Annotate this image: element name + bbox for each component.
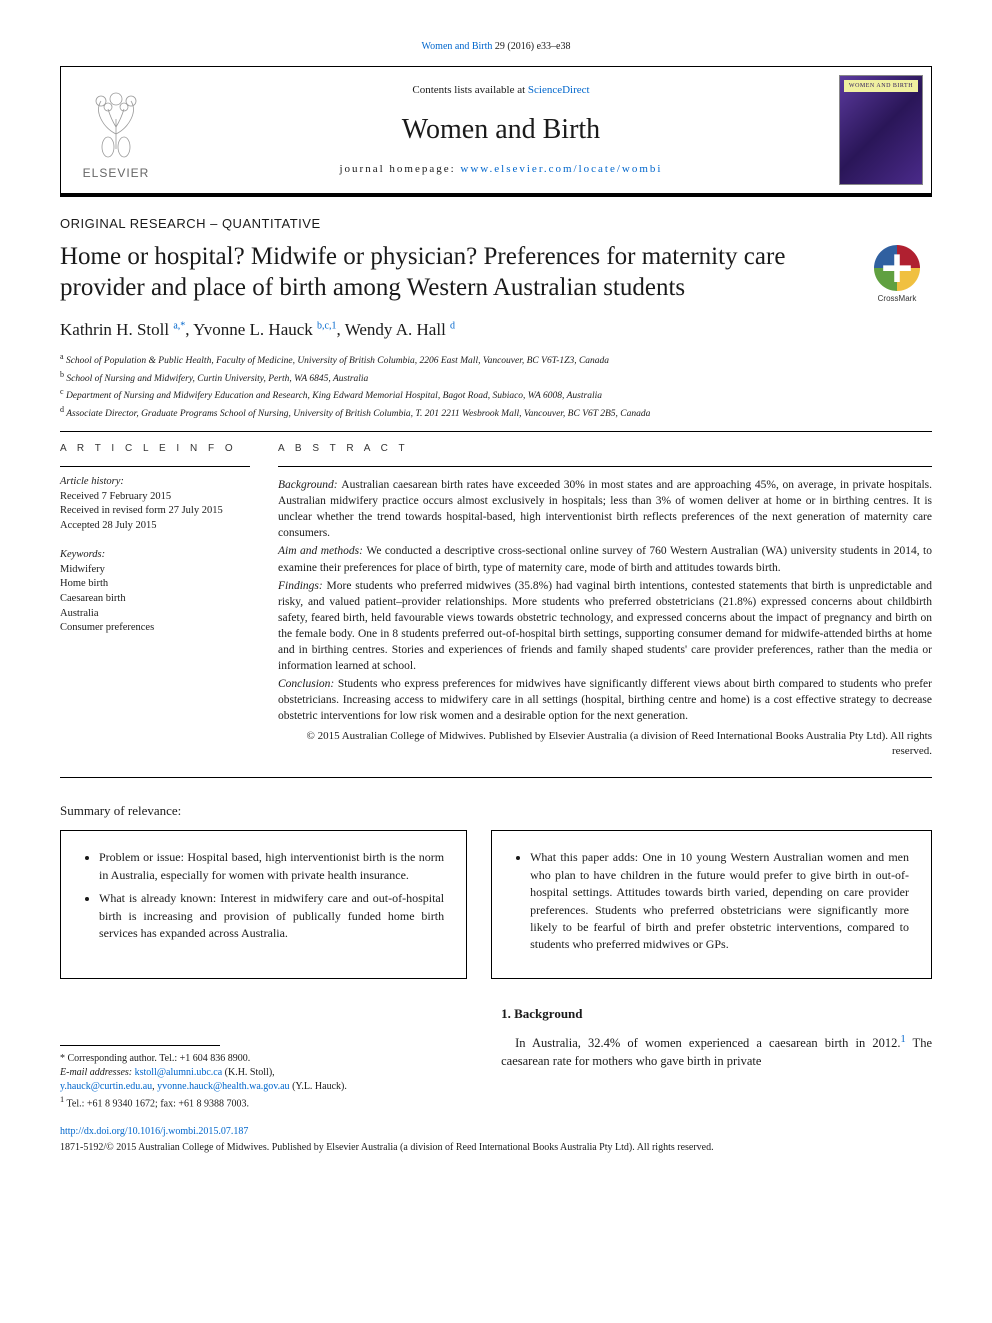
aff-link-d[interactable]: d: [450, 320, 455, 331]
aff-a: School of Population & Public Health, Fa…: [66, 357, 609, 367]
abs-bg: Australian caesarean birth rates have ex…: [278, 479, 932, 539]
abs-find-label: Findings:: [278, 580, 327, 592]
keywords: Keywords: Midwifery Home birth Caesarean…: [60, 548, 250, 636]
aff-c: Department of Nursing and Midwifery Educ…: [66, 391, 602, 401]
homepage-prefix: journal homepage:: [339, 163, 460, 175]
fn-email3-who: (Y.L. Hauck).: [290, 1081, 347, 1092]
elsevier-wordmark: ELSEVIER: [83, 165, 150, 182]
elsevier-tree-icon: [76, 79, 156, 159]
sd-prefix: Contents lists available at: [412, 84, 527, 96]
kw-4: Australia: [60, 607, 250, 622]
kw-3: Caesarean birth: [60, 592, 250, 607]
sciencedirect-line: Contents lists available at ScienceDirec…: [181, 83, 821, 98]
history-accepted: Accepted 28 July 2015: [60, 519, 250, 534]
author-1: Kathrin H. Stoll: [60, 320, 169, 339]
history-received: Received 7 February 2015: [60, 490, 250, 505]
journal-cover: WOMEN AND BIRTH: [831, 67, 931, 193]
box-left-item-2: What is already known: Interest in midwi…: [99, 890, 444, 942]
fn-corr: * Corresponding author. Tel.: +1 604 836…: [60, 1052, 480, 1066]
kw-label: Keywords:: [60, 548, 250, 563]
homepage-link[interactable]: www.elsevier.com/locate/wombi: [460, 163, 662, 175]
crossmark-badge[interactable]: CrossMark: [862, 245, 932, 304]
sep2: ,: [337, 320, 345, 339]
email-link-1[interactable]: kstoll@alumni.ubc.ca: [135, 1067, 223, 1078]
journal-header: ELSEVIER Contents lists available at Sci…: [60, 66, 932, 197]
abs-find: More students who preferred midwives (35…: [278, 580, 932, 672]
kw-5: Consumer preferences: [60, 621, 250, 636]
article-title: Home or hospital? Midwife or physician? …: [60, 241, 842, 304]
abs-bg-label: Background:: [278, 479, 341, 491]
sep1: ,: [185, 320, 193, 339]
authors: Kathrin H. Stoll a,*, Yvonne L. Hauck b,…: [60, 318, 932, 342]
summary-box-left: Problem or issue: Hospital based, high i…: [60, 830, 467, 978]
affiliations: a School of Population & Public Health, …: [60, 351, 932, 421]
homepage-line: journal homepage: www.elsevier.com/locat…: [181, 162, 821, 177]
doi-link[interactable]: http://dx.doi.org/10.1016/j.wombi.2015.0…: [60, 1126, 248, 1137]
bg-pre: In Australia, 32.4% of women experienced…: [515, 1036, 900, 1050]
email-link-3[interactable]: yvonne.hauck@health.wa.gov.au: [157, 1081, 289, 1092]
aff-b: School of Nursing and Midwifery, Curtin …: [66, 374, 368, 384]
issn-line: 1871-5192/© 2015 Australian College of M…: [60, 1141, 932, 1155]
citation-text: 29 (2016) e33–e38: [495, 41, 571, 52]
cover-image: WOMEN AND BIRTH: [839, 75, 923, 185]
summary-head: Summary of relevance:: [60, 802, 932, 820]
background-head: 1. Background: [501, 1005, 932, 1023]
article-info-head: A R T I C L E I N F O: [60, 442, 250, 456]
crossmark-icon: [874, 245, 920, 291]
rule-2: [60, 777, 932, 778]
footnotes: * Corresponding author. Tel.: +1 604 836…: [60, 1052, 480, 1111]
journal-name: Women and Birth: [181, 110, 821, 149]
kw-2: Home birth: [60, 577, 250, 592]
author-3: Wendy A. Hall: [345, 320, 446, 339]
history-revised: Received in revised form 27 July 2015: [60, 504, 250, 519]
fn-email1-who: (K.H. Stoll),: [222, 1067, 275, 1078]
footnote-rule: [60, 1045, 220, 1046]
background-para: In Australia, 32.4% of women experienced…: [501, 1033, 932, 1070]
doi-line: http://dx.doi.org/10.1016/j.wombi.2015.0…: [60, 1125, 932, 1139]
top-citation: Women and Birth 29 (2016) e33–e38: [60, 40, 932, 54]
author-2: Yvonne L. Hauck: [193, 320, 313, 339]
fn-tel: Tel.: +61 8 9340 1672; fax: +61 8 9388 7…: [67, 1098, 250, 1109]
aff-link-bc[interactable]: b,c,1: [317, 320, 336, 331]
abs-conc-label: Conclusion:: [278, 678, 338, 690]
kw-1: Midwifery: [60, 563, 250, 578]
cover-label: WOMEN AND BIRTH: [844, 80, 918, 92]
summary-box-right: What this paper adds: One in 10 young We…: [491, 830, 932, 978]
journal-top-link[interactable]: Women and Birth: [422, 41, 493, 52]
box-left-item-1: Problem or issue: Hospital based, high i…: [99, 849, 444, 884]
elsevier-logo: ELSEVIER: [61, 67, 171, 193]
abs-aim-label: Aim and methods:: [278, 545, 366, 557]
history-label: Article history:: [60, 475, 250, 490]
abs-aim: We conducted a descriptive cross-section…: [278, 545, 932, 573]
section-type: ORIGINAL RESEARCH – QUANTITATIVE: [60, 215, 932, 233]
rule-1: [60, 431, 932, 432]
abstract: Background: Australian caesarean birth r…: [278, 466, 932, 759]
abs-conc: Students who express preferences for mid…: [278, 678, 932, 722]
abs-copyright: © 2015 Australian College of Midwives. P…: [278, 729, 932, 760]
crossmark-label: CrossMark: [862, 293, 932, 304]
email-link-2[interactable]: y.hauck@curtin.edu.au: [60, 1081, 152, 1092]
article-history: Article history: Received 7 February 201…: [60, 466, 250, 534]
abstract-head: A B S T R A C T: [278, 442, 932, 456]
fn-email-label: E-mail addresses:: [60, 1067, 135, 1078]
aff-d: Associate Director, Graduate Programs Sc…: [66, 409, 650, 419]
box-right-item-1: What this paper adds: One in 10 young We…: [530, 849, 909, 953]
sciencedirect-link[interactable]: ScienceDirect: [528, 84, 590, 96]
